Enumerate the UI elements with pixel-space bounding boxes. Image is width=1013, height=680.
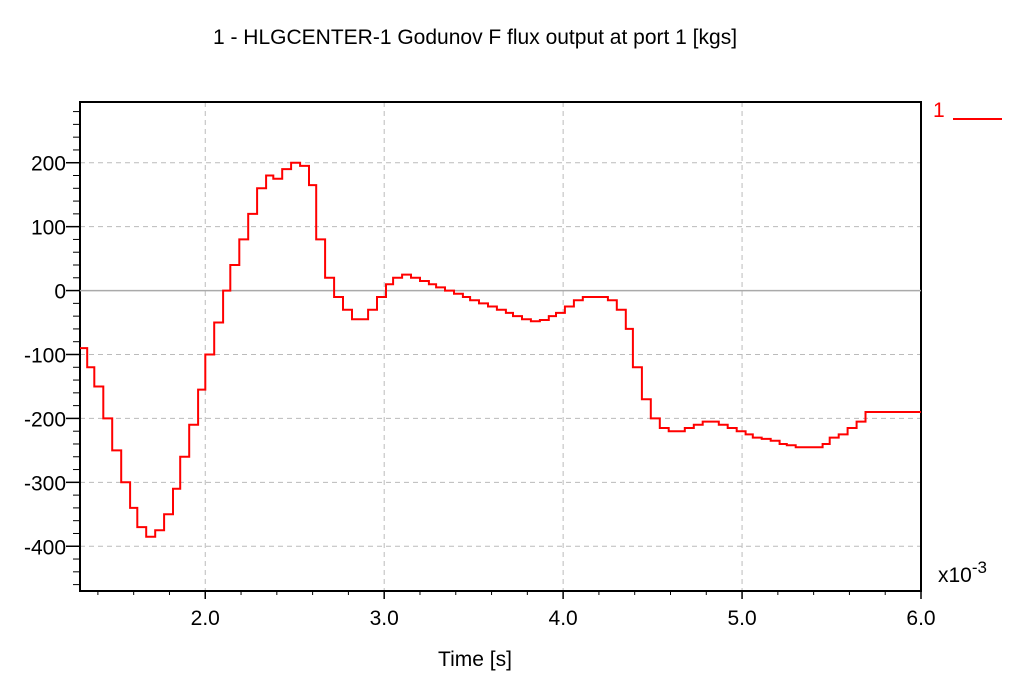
y-tick-label: 0 xyxy=(54,281,66,304)
legend-entry-label: 1 xyxy=(933,99,945,122)
legend: 1 xyxy=(933,99,1002,122)
x-tick-label: 4.0 xyxy=(549,607,578,630)
x-tick-label: 3.0 xyxy=(370,607,399,630)
x-multiplier-label: x10-3 xyxy=(938,558,987,587)
grid-layer xyxy=(80,102,921,591)
series-layer xyxy=(80,161,921,538)
y-tick-label: -300 xyxy=(24,472,66,495)
y-tick-label: 200 xyxy=(31,153,66,176)
x-multiplier-base: x10 xyxy=(938,564,972,587)
plot-frame xyxy=(79,101,922,592)
y-tick-label: -200 xyxy=(24,408,66,431)
y-tick-label: 100 xyxy=(31,217,66,240)
y-tick-label: -400 xyxy=(24,536,66,559)
series-line-1 xyxy=(80,161,921,538)
x-multiplier-exponent: -3 xyxy=(972,558,987,577)
chart-title: 1 - HLGCENTER-1 Godunov F flux output at… xyxy=(213,26,737,49)
x-axis-label: Time [s] xyxy=(438,648,512,671)
x-tick-label: 6.0 xyxy=(906,607,935,630)
tick-layer: 2.0 3.0 4.0 5.0 6.0 200 100 0 -100 -200 -300 -400 xyxy=(24,153,936,630)
y-tick-label: -100 xyxy=(24,344,66,367)
x-tick-label: 5.0 xyxy=(727,607,756,630)
x-tick-label: 2.0 xyxy=(191,607,220,630)
y-minor-ticks xyxy=(73,111,886,595)
